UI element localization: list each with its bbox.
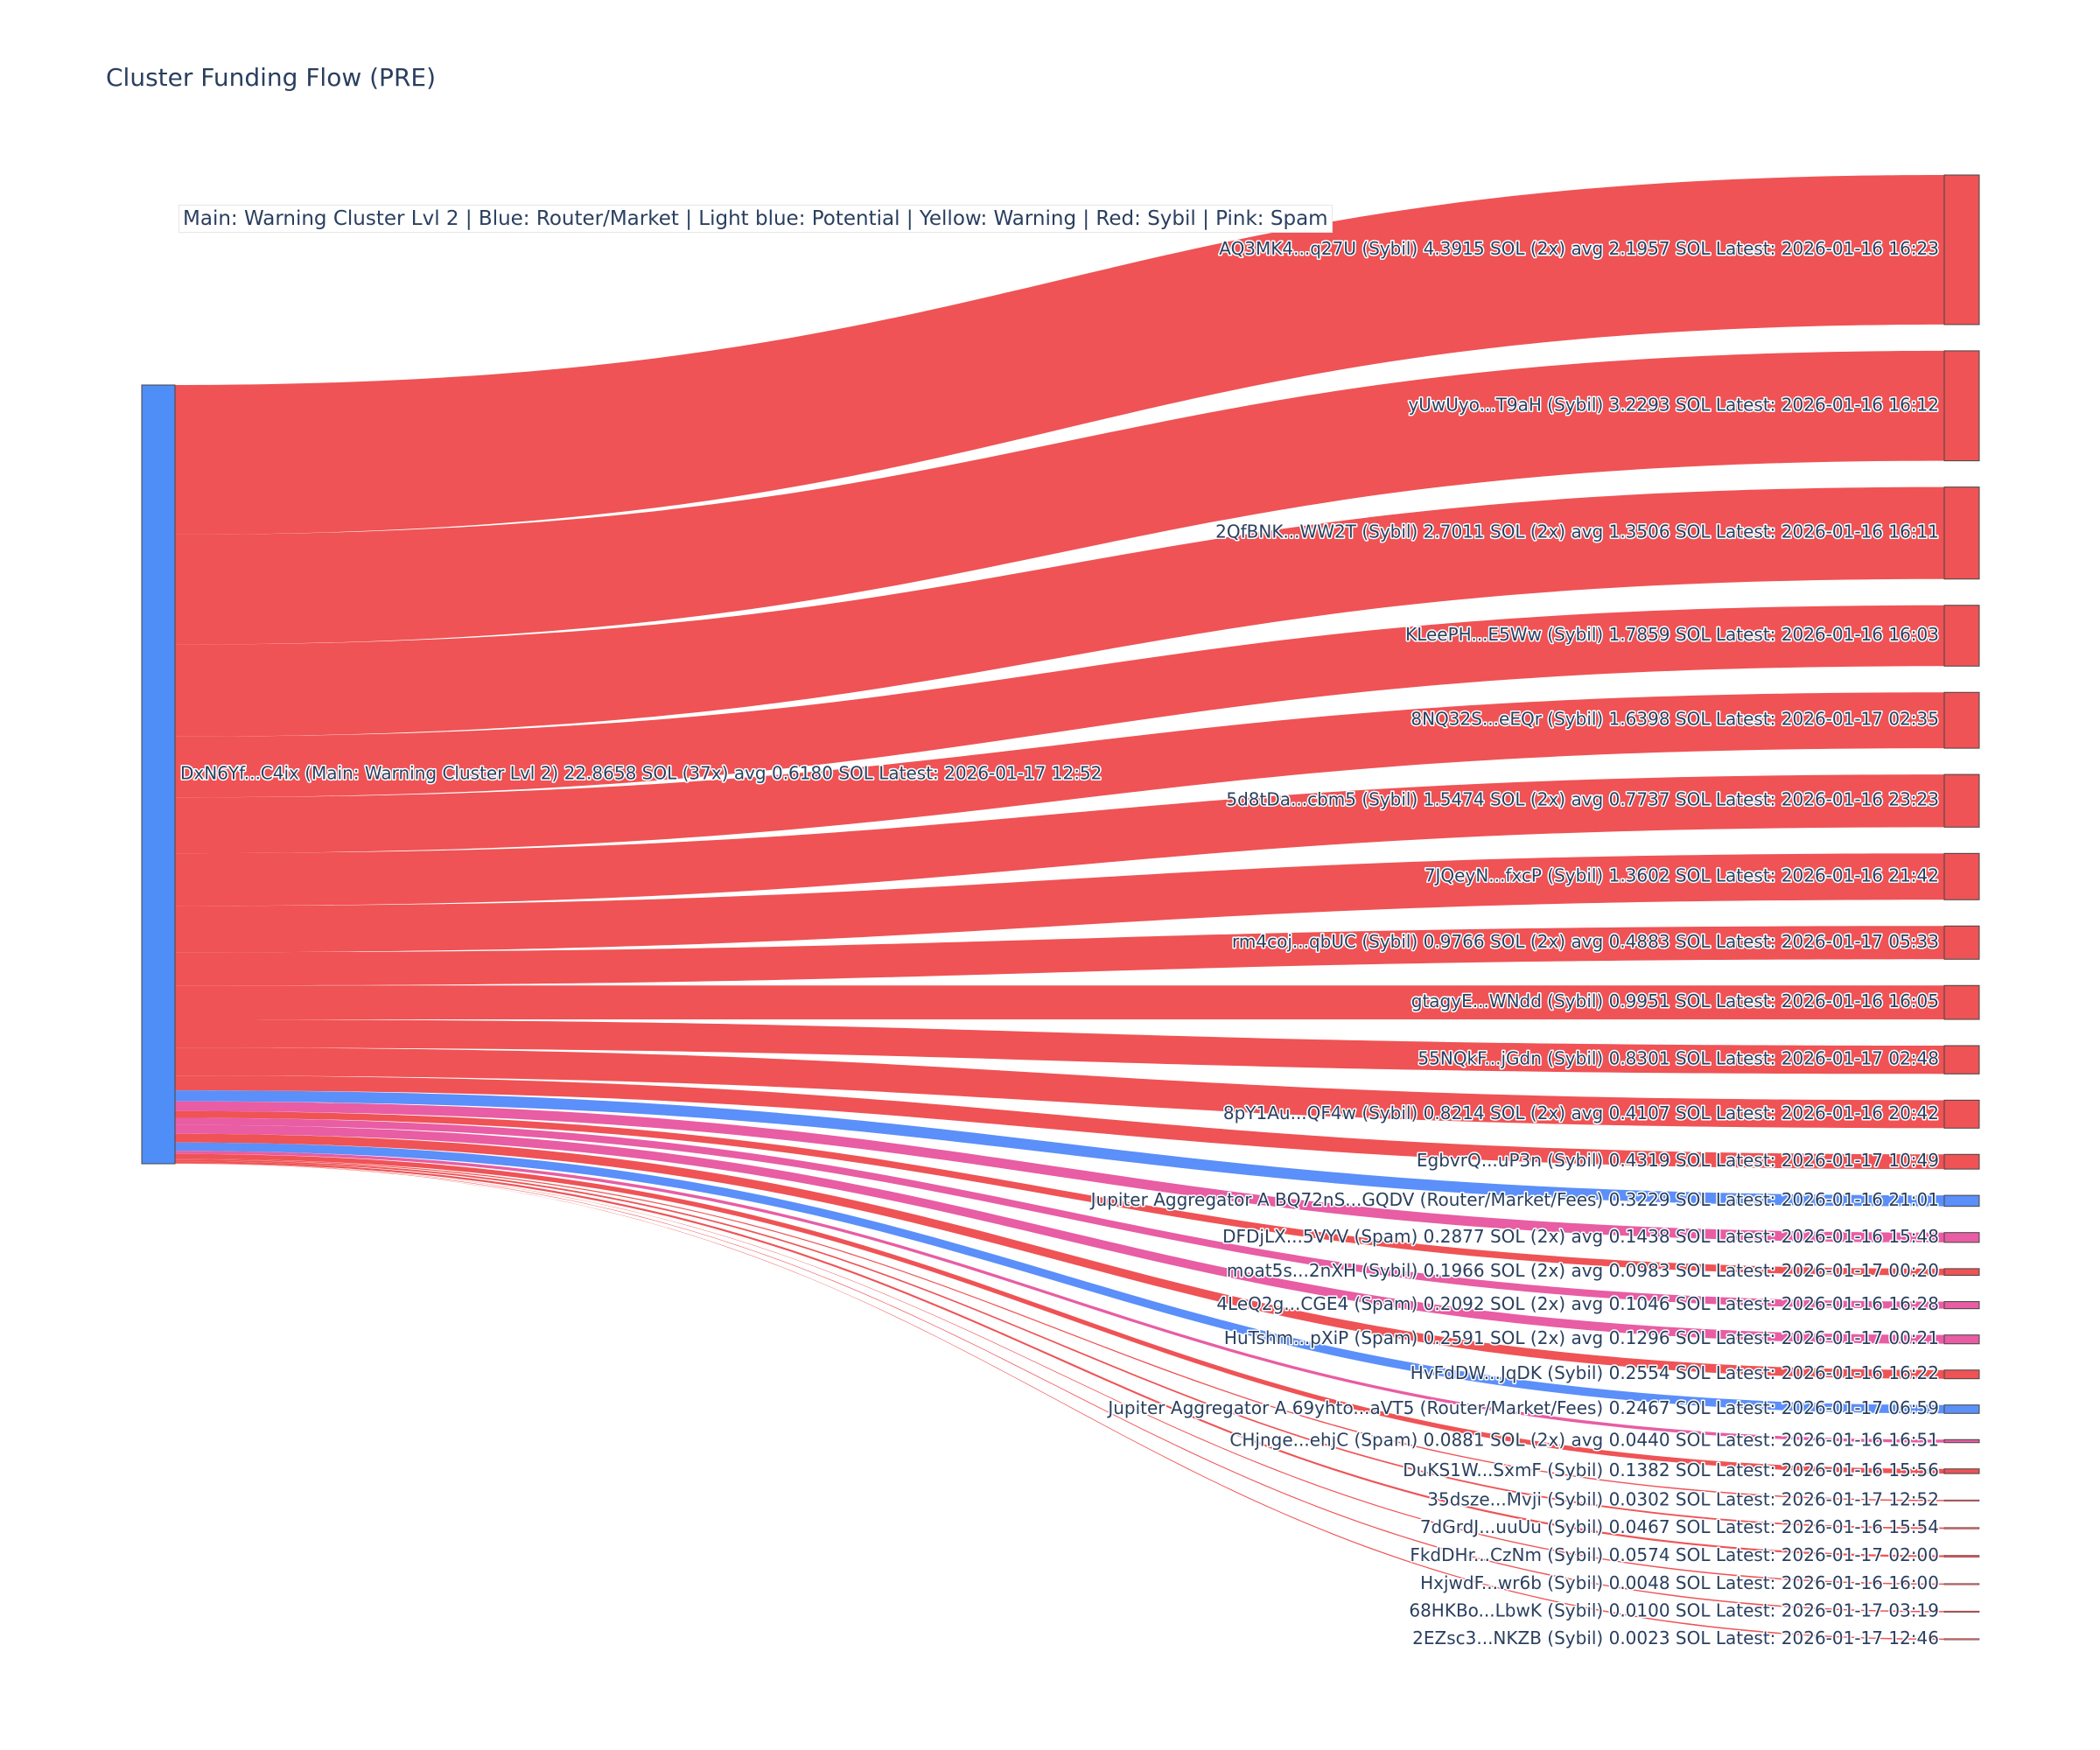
sankey-source-node[interactable] <box>141 384 176 1165</box>
sankey-target-label: DuKS1W...SxmF (Sybil) 0.1382 SOL Latest:… <box>1403 1460 1939 1480</box>
sankey-link[interactable] <box>175 1124 1944 1344</box>
sankey-target-label: Jupiter Aggregator A 69yhto...aVT5 (Rout… <box>1106 1397 1939 1418</box>
sankey-labels: AQ3MK4...q27U (Sybil) 4.3915 SOL (2x) av… <box>179 236 1941 1649</box>
sankey-target-node[interactable] <box>1943 1468 1980 1474</box>
sankey-link[interactable] <box>175 1153 1944 1474</box>
sankey-target-label: HuTshm...pXiP (Spam) 0.2591 SOL (2x) avg… <box>1224 1327 1939 1348</box>
sankey-link[interactable] <box>175 1101 1944 1242</box>
sankey-target-node[interactable] <box>1943 691 1980 749</box>
sankey-target-node[interactable] <box>1943 1194 1980 1208</box>
sankey-target-label: 7JQeyN...fxcP (Sybil) 1.3602 SOL Latest:… <box>1424 864 1939 886</box>
sankey-target-label: AQ3MK4...q27U (Sybil) 4.3915 SOL (2x) av… <box>1219 238 1939 259</box>
sankey-link[interactable] <box>175 1163 1944 1586</box>
sankey-target-node[interactable] <box>1943 1268 1980 1277</box>
sankey-link[interactable] <box>175 350 1944 645</box>
sankey-target-label: 68HKBo...LbwK (Sybil) 0.0100 SOL Latest:… <box>1409 1600 1939 1620</box>
sankey-link[interactable] <box>175 1159 1944 1530</box>
sankey-target-node[interactable] <box>1943 1334 1980 1345</box>
sankey-target-label: HvFdDW...JqDK (Sybil) 0.2554 SOL Latest:… <box>1410 1362 1939 1383</box>
sankey-target-node[interactable] <box>1943 1404 1980 1414</box>
sankey-target-node[interactable] <box>1943 1232 1980 1243</box>
sankey-target-node[interactable] <box>1943 774 1980 828</box>
sankey-link[interactable] <box>175 1158 1944 1502</box>
sankey-link[interactable] <box>175 853 1944 953</box>
sankey-link[interactable] <box>175 1090 1944 1207</box>
sankey-target-label: 4LeQ2g...CGE4 (Spam) 0.2092 SOL (2x) avg… <box>1216 1293 1939 1314</box>
sankey-link[interactable] <box>175 926 1944 986</box>
sankey-target-label: 8NQ32S...eEQr (Sybil) 1.6398 SOL Latest:… <box>1410 709 1939 730</box>
sankey-target-label: EgbvrQ...uP3n (Sybil) 0.4319 SOL Latest:… <box>1417 1150 1939 1171</box>
sankey-target-label: 2EZsc3...NKZB (Sybil) 0.0023 SOL Latest:… <box>1412 1628 1939 1648</box>
sankey-link[interactable] <box>175 1019 1944 1074</box>
chart-title: Cluster Funding Flow (PRE) <box>106 63 437 92</box>
sankey-link[interactable] <box>175 605 1944 798</box>
sankey-target-label: yUwUyo...T9aH (Sybil) 3.2293 SOL Latest:… <box>1408 394 1939 415</box>
sankey-link[interactable] <box>175 1161 1944 1558</box>
sankey-target-label: 55NQkF...jGdn (Sybil) 0.8301 SOL Latest:… <box>1418 1048 1939 1069</box>
sankey-target-node[interactable] <box>1943 1583 1980 1586</box>
sankey-link[interactable] <box>175 1117 1944 1309</box>
sankey-target-label: 7dGrdJ...uuUu (Sybil) 0.0467 SOL Latest:… <box>1420 1516 1939 1537</box>
legend-annotation: Main: Warning Cluster Lvl 2 | Blue: Rout… <box>178 205 1333 233</box>
sankey-target-node[interactable] <box>1943 984 1980 1020</box>
sankey-target-node[interactable] <box>1943 350 1980 462</box>
sankey-link[interactable] <box>175 1047 1944 1129</box>
sankey-target-node[interactable] <box>1943 925 1980 960</box>
sankey-links <box>175 175 1944 1641</box>
sankey-target-label: FkdDHr...CzNm (Sybil) 0.0574 SOL Latest:… <box>1410 1544 1939 1565</box>
sankey-target-label: moat5s...2nXH (Sybil) 0.1966 SOL (2x) av… <box>1227 1260 1939 1281</box>
sankey-target-node[interactable] <box>1943 174 1980 326</box>
sankey-target-label: 2QfBNK...WW2T (Sybil) 2.7011 SOL (2x) av… <box>1215 522 1939 542</box>
sankey-link[interactable] <box>175 692 1944 854</box>
sankey-target-node[interactable] <box>1943 1638 1980 1641</box>
sankey-link[interactable] <box>175 1133 1944 1379</box>
sankey-link[interactable] <box>175 1142 1944 1414</box>
sankey-link[interactable] <box>175 1075 1944 1170</box>
sankey-target-node[interactable] <box>1943 1369 1980 1380</box>
sankey-link[interactable] <box>175 774 1944 906</box>
sankey-target-node[interactable] <box>1943 1099 1980 1129</box>
sankey-target-node[interactable] <box>1943 605 1980 667</box>
sankey-target-label: Jupiter Aggregator A BQ72nS...GQDV (Rout… <box>1089 1189 1939 1210</box>
sankey-target-node[interactable] <box>1943 1045 1980 1074</box>
sankey-link[interactable] <box>175 1163 1944 1613</box>
sankey-target-label: DFDjLX...5VYV (Spam) 0.2877 SOL (2x) avg… <box>1222 1226 1939 1247</box>
sankey-target-label: 35dsze...Mvji (Sybil) 0.0302 SOL Latest:… <box>1427 1488 1939 1509</box>
sankey-target-label: 5d8tDa...cbm5 (Sybil) 1.5474 SOL (2x) av… <box>1226 789 1939 810</box>
sankey-target-label: rm4coj...qbUC (Sybil) 0.9766 SOL (2x) av… <box>1232 931 1939 952</box>
sankey-nodes <box>141 174 1980 1641</box>
sankey-target-node[interactable] <box>1943 1610 1980 1613</box>
sankey-link[interactable] <box>175 1163 1944 1641</box>
sankey-target-node[interactable] <box>1943 852 1980 900</box>
sankey-source-label: DxN6Yf...C4ix (Main: Warning Cluster Lvl… <box>180 763 1102 784</box>
sankey-target-node[interactable] <box>1943 1153 1980 1170</box>
sankey-target-label: gtagyE...WNdd (Sybil) 0.9951 SOL Latest:… <box>1411 990 1939 1012</box>
sankey-target-node[interactable] <box>1943 1555 1980 1558</box>
sankey-target-label: KLeePH...E5Ww (Sybil) 1.7859 SOL Latest:… <box>1405 624 1939 645</box>
sankey-target-label: HxjwdF...wr6b (Sybil) 0.0048 SOL Latest:… <box>1420 1572 1939 1593</box>
sankey-link[interactable] <box>175 985 1944 1020</box>
sankey-target-label: CHjnge...ehjC (Spam) 0.0881 SOL (2x) avg… <box>1229 1430 1939 1451</box>
sankey-link[interactable] <box>175 486 1944 737</box>
sankey-target-node[interactable] <box>1943 486 1980 580</box>
sankey-target-node[interactable] <box>1943 1499 1980 1502</box>
sankey-target-node[interactable] <box>1943 1438 1980 1444</box>
sankey-target-label: 8pY1Au...QF4w (Sybil) 0.8214 SOL (2x) av… <box>1223 1102 1939 1124</box>
sankey-target-node[interactable] <box>1943 1301 1980 1310</box>
sankey-link[interactable] <box>175 175 1944 535</box>
sankey-link[interactable] <box>175 1151 1944 1443</box>
sankey-link[interactable] <box>175 1110 1944 1276</box>
sankey-target-node[interactable] <box>1943 1527 1980 1530</box>
